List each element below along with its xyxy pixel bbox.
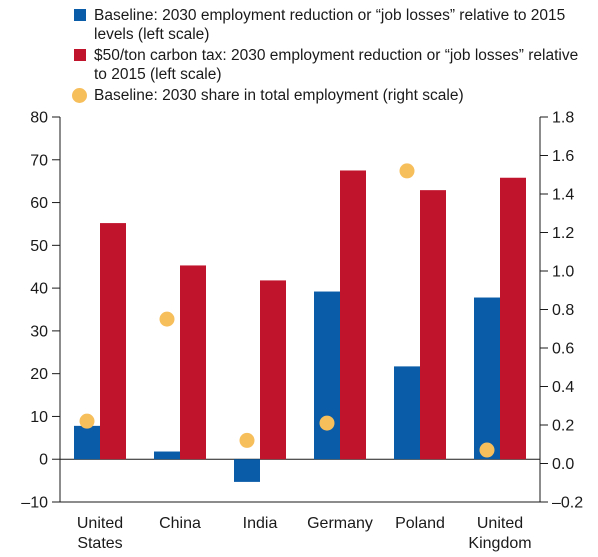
left-tick-label: 60 xyxy=(30,195,48,212)
category-label: Poland xyxy=(395,515,445,532)
right-tick-label: 1.2 xyxy=(552,225,574,242)
carbon-tax-bar xyxy=(260,280,286,460)
right-tick-label: 1.8 xyxy=(552,110,574,127)
employment-share-dot xyxy=(319,415,335,431)
legend-swatch-yellow-dot xyxy=(72,88,87,103)
legend-label: Baseline: 2030 employment reduction or “… xyxy=(94,7,566,43)
right-tick-label: 1.4 xyxy=(552,187,574,204)
left-tick-label: 70 xyxy=(30,152,48,169)
employment-share-dot xyxy=(239,432,255,448)
right-tick-label: 0.2 xyxy=(552,418,574,435)
category-label: United States xyxy=(77,515,123,552)
baseline-bar xyxy=(314,291,340,460)
baseline-bar xyxy=(474,297,500,460)
carbon-tax-bar xyxy=(500,177,526,460)
baseline-bar xyxy=(74,425,100,460)
category-label: Germany xyxy=(307,515,373,532)
legend-swatch-red xyxy=(74,49,86,61)
legend-swatch-blue xyxy=(74,9,86,21)
left-tick-label: 50 xyxy=(30,238,48,255)
right-tick-label: 0.0 xyxy=(552,456,574,473)
category-label: India xyxy=(243,515,278,532)
category-label: United Kingdom xyxy=(468,515,531,552)
legend-label: Baseline: 2030 share in total employment… xyxy=(94,87,464,104)
carbon-tax-bar xyxy=(100,223,126,460)
right-tick-label: 1.0 xyxy=(552,264,574,281)
baseline-bar xyxy=(394,366,420,460)
employment-share-dot xyxy=(479,442,495,458)
employment-share-dot xyxy=(399,163,415,179)
left-tick-label: 80 xyxy=(30,110,48,127)
legend-item-employment-share-dots: Baseline: 2030 share in total employment… xyxy=(72,86,594,105)
left-tick-label: –10 xyxy=(21,495,48,512)
right-tick-label: –0.2 xyxy=(552,495,583,512)
left-tick-label: 40 xyxy=(30,281,48,298)
legend-label: $50/ton carbon tax: 2030 employment redu… xyxy=(94,47,579,83)
right-tick-label: 0.6 xyxy=(552,341,574,358)
legend: Baseline: 2030 employment reduction or “… xyxy=(72,6,594,107)
left-tick-label: 10 xyxy=(30,409,48,426)
carbon-tax-bar xyxy=(180,265,206,460)
baseline-bar xyxy=(234,459,260,482)
left-tick-label: 20 xyxy=(30,366,48,383)
right-tick-label: 1.6 xyxy=(552,148,574,165)
legend-item-baseline-bars: Baseline: 2030 employment reduction or “… xyxy=(74,6,594,44)
carbon-tax-bar xyxy=(340,170,366,460)
right-tick-label: 0.8 xyxy=(552,302,574,319)
baseline-bar xyxy=(154,451,180,460)
employment-share-dot xyxy=(159,311,175,327)
right-tick-label: 0.4 xyxy=(552,379,574,396)
category-label: China xyxy=(159,515,201,532)
left-tick-label: 30 xyxy=(30,323,48,340)
carbon-tax-bar xyxy=(420,190,446,460)
left-tick-label: 0 xyxy=(39,452,48,469)
legend-item-carbon-tax-bars: $50/ton carbon tax: 2030 employment redu… xyxy=(74,46,594,84)
employment-share-dot xyxy=(79,413,95,429)
